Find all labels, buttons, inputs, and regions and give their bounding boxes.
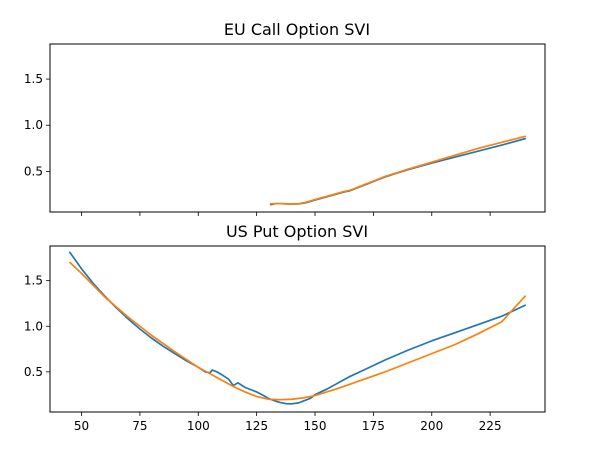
us-put-x-tick-label: 125 <box>245 419 268 433</box>
us-put-y-tick-label: 0.5 <box>24 365 43 379</box>
us-put-x-ticks: 50 75 100 125 150 175 200 225 <box>74 412 502 433</box>
us-put-series-line-1 <box>68 261 527 401</box>
us-put-x-tick-label: 150 <box>304 419 327 433</box>
us-put-x-tick-label: 175 <box>362 419 385 433</box>
eu-call-y-tick-label: 1.0 <box>24 118 43 132</box>
eu-call-plot-frame <box>49 43 546 213</box>
eu-call-x-ticks <box>81 212 491 216</box>
us-put-series-line-0 <box>68 251 527 405</box>
us-put-x-tick-label: 200 <box>420 419 443 433</box>
eu-call-y-ticks: 0.5 1.0 1.5 <box>24 72 50 178</box>
us-put-x-tick-label: 75 <box>132 419 147 433</box>
us-put-x-tick-label: 50 <box>74 419 89 433</box>
eu-call-y-tick-label: 1.5 <box>24 72 43 86</box>
eu-call-panel: EU Call Option SVI 0.5 1.0 1.5 <box>24 20 546 216</box>
eu-call-y-tick-label: 0.5 <box>24 164 43 178</box>
us-put-series-group <box>68 251 527 405</box>
us-put-x-tick-label: 100 <box>187 419 210 433</box>
us-put-y-tick-label: 1.5 <box>24 274 43 288</box>
us-put-y-ticks: 0.5 1.0 1.5 <box>24 274 50 379</box>
eu-call-series-group <box>269 135 527 206</box>
us-put-title: US Put Option SVI <box>226 222 368 241</box>
us-put-y-tick-label: 1.0 <box>24 319 43 333</box>
us-put-panel: US Put Option SVI 50 75 100 125 150 175 200 225… <box>24 222 546 433</box>
us-put-plot-frame <box>49 245 546 413</box>
eu-call-title: EU Call Option SVI <box>224 20 370 39</box>
eu-call-series-line-1 <box>269 135 527 205</box>
us-put-x-tick-label: 225 <box>479 419 502 433</box>
